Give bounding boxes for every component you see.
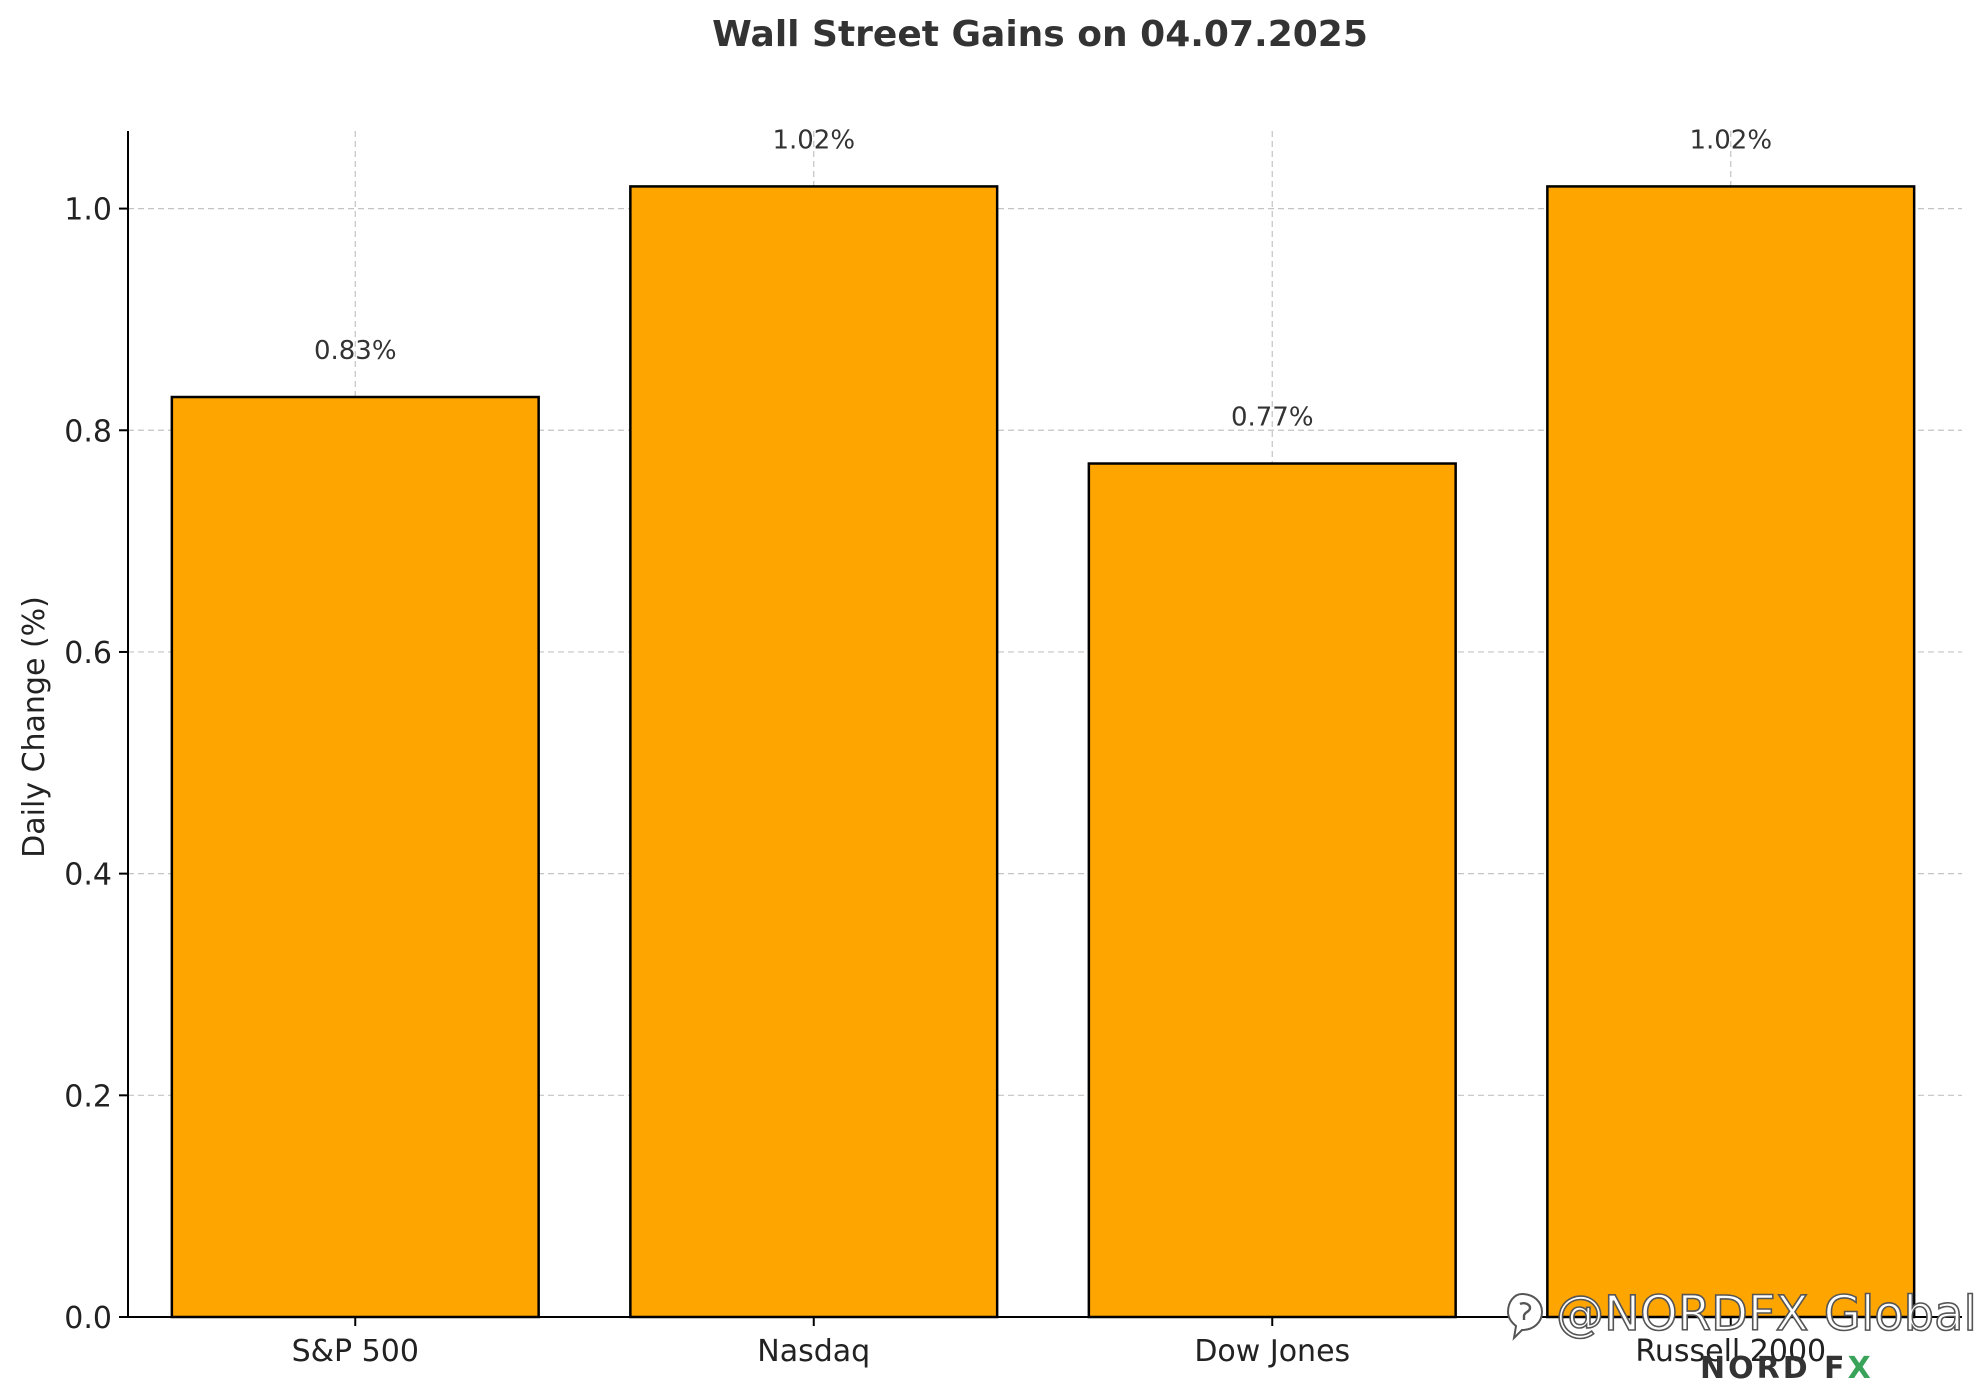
bar-data-label: 0.83% — [314, 336, 397, 366]
bar — [170, 395, 540, 1319]
y-tick-label: 0.4 — [64, 858, 112, 893]
axes: 0.0 0.2 0.4 0.6 0.8 1.0 S&P 500 Nasdaq Dow Jones… — [64, 131, 1962, 1369]
bar — [1087, 462, 1457, 1319]
y-tick-label: 0.8 — [64, 414, 112, 449]
x-tick-label: Nasdaq — [757, 1334, 870, 1369]
watermark: @NORDFX Global NORD FX — [1506, 1285, 1978, 1379]
x-tick-label: Russell 2000 — [1635, 1334, 1826, 1369]
chart-title: Wall Street Gains on 04.07.2025 — [712, 14, 1368, 55]
y-tick-label: 0.2 — [64, 1079, 112, 1114]
y-axis-label: Daily Change (%) — [17, 596, 52, 858]
x-tick-label: S&P 500 — [292, 1334, 419, 1369]
bar-data-label: 0.77% — [1231, 403, 1314, 433]
y-tick-label: 0.6 — [64, 636, 112, 671]
chat-bubble-icon — [1506, 1292, 1544, 1341]
y-tick-label: 0.0 — [64, 1301, 112, 1336]
bar-data-label: 1.02% — [772, 125, 855, 155]
data-labels: 0.83% 1.02% 0.77% 1.02% — [314, 125, 1772, 432]
brand-logo: NORD FX — [1700, 1351, 1874, 1379]
x-tick-label: Dow Jones — [1194, 1334, 1350, 1369]
watermark-handle: @NORDFX Global — [1556, 1286, 1977, 1342]
bars — [170, 185, 1916, 1319]
bar — [629, 185, 999, 1319]
bar — [1546, 185, 1916, 1319]
bar-data-label: 1.02% — [1689, 125, 1772, 155]
y-tick-label: 1.0 — [64, 193, 112, 228]
